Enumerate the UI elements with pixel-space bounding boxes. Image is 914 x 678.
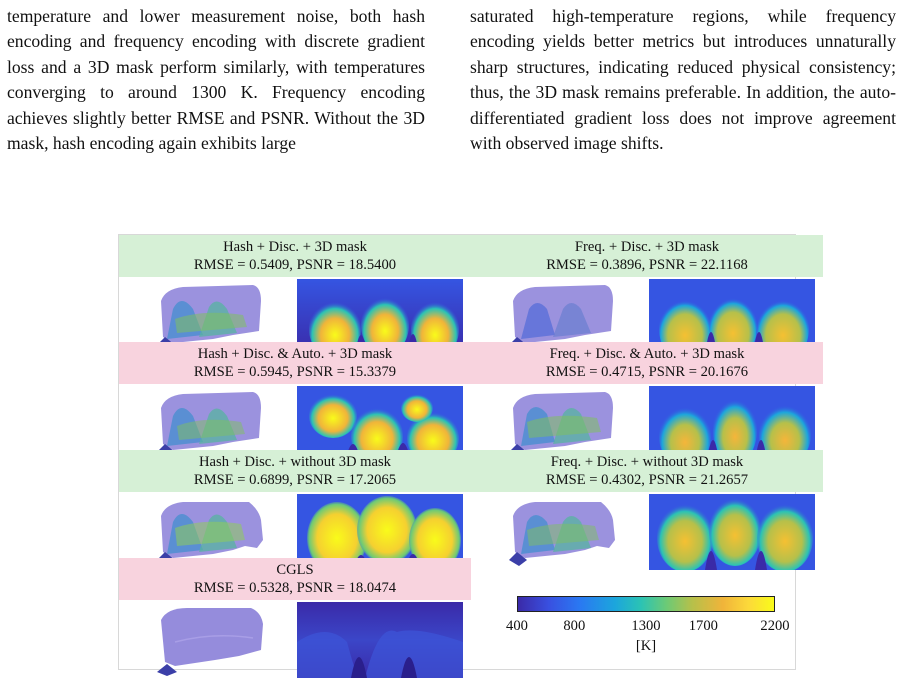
panel-metrics: RMSE = 0.5945, PSNR = 15.3379 — [193, 364, 397, 380]
text-column-right: saturated high-temperature regions, whil… — [470, 4, 896, 156]
isosurface-render — [157, 608, 263, 676]
colorbar-tick: 400 — [506, 618, 528, 634]
panel-caption: CGLS RMSE = 0.5328, PSNR = 18.0474 — [119, 558, 471, 600]
panel-metrics: RMSE = 0.3896, PSNR = 22.1168 — [546, 257, 748, 273]
temperature-field — [649, 386, 815, 462]
panel-caption: Freq. + Disc. + without 3D mask RMSE = 0… — [471, 450, 823, 492]
panel-title: Freq. + Disc. + without 3D mask — [550, 454, 744, 470]
isosurface-render — [509, 502, 615, 566]
panel-metrics: RMSE = 0.6899, PSNR = 17.2065 — [193, 472, 397, 488]
colorbar-tick: 1700 — [688, 618, 718, 634]
panel-title: Freq. + Disc. & Auto. + 3D mask — [549, 346, 745, 362]
panel-caption: Freq. + Disc. & Auto. + 3D mask RMSE = 0… — [471, 342, 823, 384]
panel-metrics: RMSE = 0.5328, PSNR = 18.0474 — [193, 580, 397, 596]
text-column-left: temperature and lower measurement noise,… — [7, 4, 425, 156]
comparison-figure: Hash + Disc. + 3D mask RMSE = 0.5409, PS… — [118, 234, 823, 678]
temperature-field — [297, 602, 463, 678]
temperature-field — [297, 494, 463, 570]
panel-metrics: RMSE = 0.4715, PSNR = 20.1676 — [545, 364, 749, 380]
colorbar-tick: 1300 — [631, 618, 661, 634]
colorbar-unit: [K] — [635, 638, 657, 654]
panel-metrics: RMSE = 0.4302, PSNR = 21.2657 — [545, 472, 749, 488]
panel-caption: Hash + Disc. & Auto. + 3D mask RMSE = 0.… — [119, 342, 471, 384]
temperature-field — [649, 494, 815, 570]
colorbar-tick: 800 — [563, 618, 586, 634]
panel-title: CGLS — [276, 562, 314, 578]
panel-caption: Hash + Disc. + 3D mask RMSE = 0.5409, PS… — [119, 235, 471, 277]
paragraph-right: saturated high-temperature regions, whil… — [470, 6, 896, 154]
colorbar: 400 800 1300 1700 2200 [K] — [485, 592, 797, 662]
isosurface-render — [157, 502, 263, 566]
panel-title: Freq. + Disc. + 3D mask — [574, 239, 720, 255]
panel-metrics: RMSE = 0.5409, PSNR = 18.5400 — [193, 257, 397, 273]
isosurface-render — [509, 392, 613, 458]
paragraph-left: temperature and lower measurement noise,… — [7, 6, 425, 154]
panel-caption: Freq. + Disc. + 3D mask RMSE = 0.3896, P… — [471, 235, 823, 277]
colorbar-gradient — [517, 596, 775, 612]
panel-title: Hash + Disc. & Auto. + 3D mask — [197, 346, 393, 362]
panel-title: Hash + Disc. + without 3D mask — [199, 454, 391, 470]
colorbar-tick: 2200 — [760, 618, 790, 634]
panel-title: Hash + Disc. + 3D mask — [223, 239, 367, 255]
panel-caption: Hash + Disc. + without 3D mask RMSE = 0.… — [119, 450, 471, 492]
isosurface-render — [157, 392, 261, 458]
